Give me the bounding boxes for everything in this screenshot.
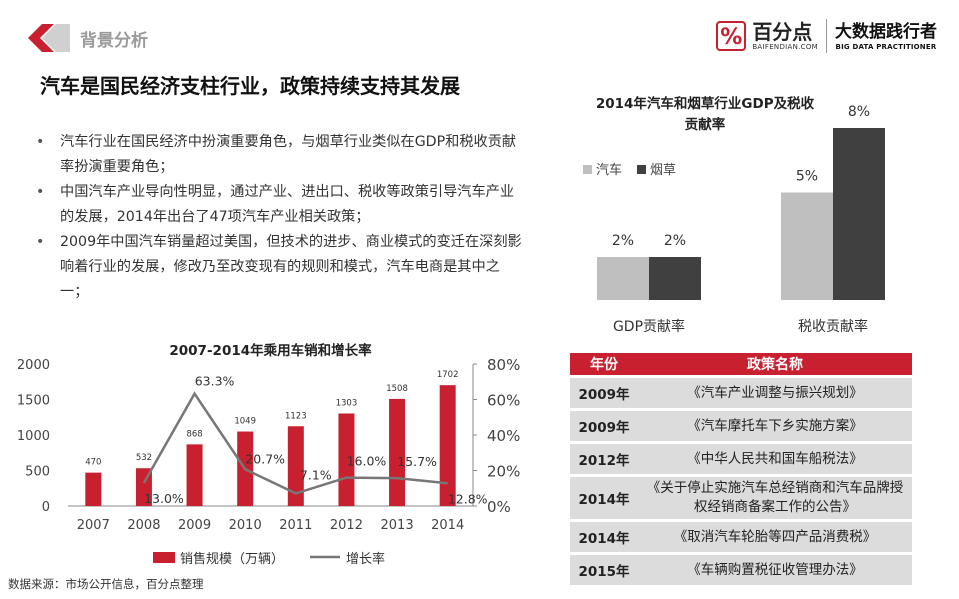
table-row: 2009年 《汽车摩托车下乡实施方案》 (570, 411, 912, 441)
growth-line (142, 391, 448, 495)
policy-name: 《中华人民共和国车船税法》 (638, 444, 912, 474)
growth-point-label: 20.7% (245, 451, 285, 466)
y-right-tick-label: 0% (487, 498, 511, 516)
legend-label-growth: 增长率 (346, 551, 385, 567)
table-header-row: 年份 政策名称 (570, 353, 912, 375)
table-row: 2014年 《取消汽车轮胎等四产品消费税》 (570, 522, 912, 552)
policy-year: 2009年 (570, 411, 638, 441)
table-row: 2012年 《中华人民共和国车船税法》 (570, 444, 912, 474)
brand-slogan-en: BIG DATA PRACTITIONER (835, 43, 937, 51)
contribution-bar-label: 8% (848, 104, 870, 120)
sales-bar (439, 385, 456, 506)
bullet-item: 2009年中国汽车销量超过美国，但技术的进步、商业模式的变迁在深刻影响着行业的发… (36, 230, 526, 305)
sales-bar-label: 1702 (437, 370, 459, 380)
legend-swatch (583, 165, 592, 174)
policy-name: 《汽车产业调整与振兴规划》 (638, 378, 912, 408)
column-header-year: 年份 (570, 353, 638, 375)
sales-bar-label: 1303 (336, 398, 358, 408)
policy-year: 2009年 (570, 378, 638, 408)
table-row: 2014年 《关于停止实施汽车总经销商和汽车品牌授权经销商备案工作的公告》 (570, 477, 912, 519)
y-right-tick-label: 40% (487, 427, 520, 445)
column-header-policy: 政策名称 (638, 353, 912, 375)
sales-bar-label: 470 (85, 458, 101, 468)
y-left-tick-label: 1000 (18, 429, 50, 444)
brand-domain: BAIFENDIAN.COM (752, 43, 818, 51)
sales-bar (338, 413, 355, 506)
contribution-bar-label: 2% (664, 233, 686, 249)
contribution-bar-label: 2% (612, 233, 634, 249)
y-left-tick-label: 500 (25, 465, 50, 480)
contribution-bar (649, 257, 701, 300)
brand-name: 百分点 (752, 20, 813, 44)
legend-swatch-sales (153, 552, 175, 563)
policy-year: 2014年 (570, 522, 638, 552)
sales-bar-label: 868 (186, 429, 202, 439)
sales-bar (85, 472, 102, 506)
growth-point-label: 7.1% (300, 467, 332, 482)
policy-name: 《取消汽车轮胎等四产品消费税》 (638, 522, 912, 552)
x-tick-label: 2007 (77, 518, 110, 533)
y-left-tick-label: 1500 (18, 394, 50, 409)
y-right-tick-label: 20% (487, 463, 520, 481)
sales-bar (186, 444, 203, 506)
growth-point-label: 13.0% (144, 491, 184, 506)
section-title: 背景分析 (80, 31, 148, 51)
policy-table: 年份 政策名称 2009年 《汽车产业调整与振兴规划》 2009年 《汽车摩托车… (570, 350, 912, 588)
y-left-tick-label: 0 (42, 500, 50, 515)
chart-title-line1: 2014年汽车和烟草行业GDP及税收 (596, 95, 815, 112)
header-logo-icon (28, 24, 70, 52)
percent-logo-icon: % (716, 21, 747, 51)
x-tick-label: 2014 (431, 518, 464, 533)
x-category-label: 税收贡献率 (798, 318, 868, 335)
policy-name: 《关于停止实施汽车总经销商和汽车品牌授权经销商备案工作的公告》 (638, 477, 912, 519)
bullet-item: 汽车行业在国民经济中扮演重要角色，与烟草行业类似在GDP和税收贡献率扮演重要角色… (36, 130, 526, 180)
legend-label-sales: 销售规模（万辆） (180, 551, 284, 567)
sales-growth-chart: 2007-2014年乘用车销和增长率 0 500 1000 1500 2000 0% 20% 4… (18, 342, 520, 567)
x-tick-label: 2013 (381, 518, 414, 533)
x-category-label: GDP贡献率 (613, 318, 685, 335)
policy-name: 《汽车摩托车下乡实施方案》 (638, 411, 912, 441)
table-row: 2015年 《车辆购置税征收管理办法》 (570, 555, 912, 585)
page-title: 汽车是国民经济支柱行业，政策持续支持其发展 (40, 74, 460, 98)
sales-bar (287, 426, 304, 506)
contribution-bar (597, 257, 649, 300)
x-tick-label: 2009 (178, 518, 211, 533)
policy-year: 2015年 (570, 555, 638, 585)
sales-bar-label: 1049 (234, 417, 256, 427)
growth-point-label: 16.0% (347, 454, 387, 469)
policy-name: 《车辆购置税征收管理办法》 (638, 555, 912, 585)
contribution-bar (781, 192, 833, 300)
chart-title-line2: 贡献率 (685, 116, 726, 133)
brand-logo: % 百分点 BAIFENDIAN.COM 大数据践行者 BIG DATA PRA… (716, 16, 937, 56)
y-right-tick-label: 60% (487, 392, 520, 410)
legend-label: 烟草 (650, 163, 676, 178)
y-left-tick-label: 2000 (18, 358, 50, 373)
sales-bar-label: 1508 (386, 384, 408, 394)
sales-bar-label: 532 (136, 453, 152, 463)
sales-bar (389, 398, 406, 506)
bullet-list: 汽车行业在国民经济中扮演重要角色，与烟草行业类似在GDP和税收贡献率扮演重要角色… (36, 130, 526, 305)
contribution-bar-label: 5% (796, 169, 818, 185)
y-right-tick-label: 80% (487, 356, 520, 374)
growth-point-label: 12.8% (448, 491, 488, 506)
sales-bar-label: 1123 (285, 411, 307, 421)
data-source: 数据来源：市场公开信息，百分点整理 (8, 577, 204, 591)
x-tick-label: 2008 (127, 518, 160, 533)
contribution-bar (833, 128, 885, 300)
policy-year: 2012年 (570, 444, 638, 474)
x-tick-label: 2010 (229, 518, 262, 533)
brand-slogan: 大数据践行者 (835, 22, 937, 42)
chart-title: 2007-2014年乘用车销和增长率 (169, 342, 372, 359)
x-tick-label: 2012 (330, 518, 363, 533)
legend-label: 汽车 (596, 162, 622, 178)
growth-point-label: 15.7% (397, 454, 437, 469)
growth-point-label: 63.3% (195, 374, 235, 389)
policy-year: 2014年 (570, 477, 638, 519)
x-tick-label: 2011 (279, 518, 312, 533)
table-row: 2009年 《汽车产业调整与振兴规划》 (570, 378, 912, 408)
bullet-item: 中国汽车产业导向性明显，通过产业、进出口、税收等政策引导汽车产业的发展，2014… (36, 180, 526, 230)
legend-swatch (637, 165, 646, 174)
brand-divider (826, 19, 827, 53)
